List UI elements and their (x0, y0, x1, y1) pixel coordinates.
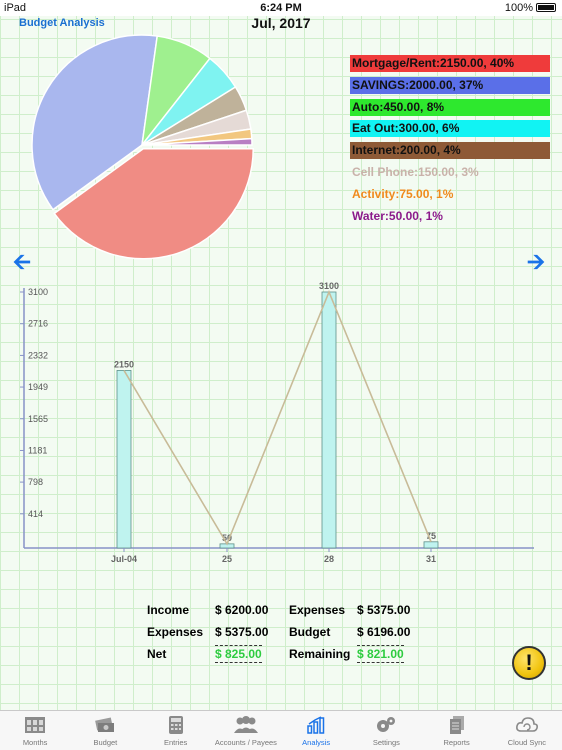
legend-item: Mortgage/Rent:2150.00, 40% (350, 55, 550, 72)
gears-icon (351, 714, 421, 736)
legend-item: Internet:200.00, 4% (350, 142, 550, 160)
net-value: $ 825.00 (215, 645, 262, 663)
status-bar: iPad 6:24 PM 100% (0, 0, 562, 16)
tab-budget[interactable]: Budget (70, 711, 140, 750)
y-tick-label: 1181 (28, 445, 47, 455)
tab-label: Cloud Sync (507, 738, 547, 747)
budget-label: Budget (289, 625, 331, 639)
tab-bar: Months Budget Entries Accounts / Payees Anal… (0, 710, 562, 750)
y-tick-label: 2332 (28, 350, 48, 360)
pie-slice-savings (31, 34, 159, 211)
legend-item: Cell Phone:150.00, 3% (352, 164, 479, 179)
summary-panel: Income $ 6200.00 Expenses $ 5375.00 Expe… (0, 600, 562, 670)
tab-label: Reports (443, 738, 470, 747)
expenses-label: Expenses (289, 603, 346, 617)
tab-settings[interactable]: Settings (351, 711, 421, 750)
bar-jul-04 (116, 370, 132, 549)
battery-percent: 100% (504, 2, 533, 14)
tab-label: Months (22, 738, 48, 747)
bar-28 (321, 291, 337, 549)
legend-item: Water:50.00, 1% (352, 208, 443, 223)
x-tick-label: 28 (324, 554, 334, 564)
tab-months[interactable]: Months (0, 711, 70, 750)
daily-expense-bar-chart: 414 798 1181 1565 1949 2332 2716 3100 2150 Jul-04… (20, 281, 534, 564)
device-label: iPad (4, 2, 27, 14)
pie-slice-water (141, 137, 253, 146)
clock: 6:24 PM (260, 2, 302, 14)
x-tick-label: 31 (426, 554, 436, 564)
documents-icon (422, 714, 492, 736)
people-icon (211, 714, 281, 736)
month-title: Jul, 2017 (251, 15, 311, 31)
expense-pie-chart (31, 34, 254, 260)
net-label: Net (147, 647, 167, 661)
app-title: Budget Analysis (19, 17, 105, 29)
y-tick-label: 798 (28, 477, 43, 487)
pie-legend: Mortgage/Rent:2150.00, 40% SAVINGS:2000.0… (350, 55, 550, 229)
battery-indicator: 100% (505, 2, 556, 14)
legend-item: Activity:75.00, 1% (352, 186, 454, 201)
expenses-value: $ 5375.00 (357, 603, 411, 617)
bar-value-label: 50 (222, 533, 232, 543)
tab-reports[interactable]: Reports (422, 711, 492, 750)
cloud-sync-icon (492, 714, 562, 736)
calculator-icon (141, 714, 211, 736)
next-month-button[interactable]: 🡪 (527, 251, 545, 273)
tab-analysis[interactable]: Analysis (281, 711, 351, 750)
pie-slice-mortgage-rent (53, 148, 254, 260)
y-tick-label: 414 (28, 509, 43, 519)
tab-cloud-sync[interactable]: Cloud Sync (492, 711, 562, 750)
legend-item: Auto:450.00, 8% (350, 98, 550, 116)
remaining-label: Remaining (289, 647, 351, 661)
previous-month-button[interactable]: 🡨 (13, 251, 31, 273)
bar-value-label: 2150 (114, 359, 134, 369)
expenses-label-2: Expenses (147, 625, 204, 639)
bar-value-label: 75 (426, 531, 436, 541)
tab-label: Settings (372, 738, 400, 747)
bar-31 (423, 541, 439, 549)
arrow-left-icon: 🡨 (13, 249, 31, 274)
x-tick-label: 25 (222, 554, 232, 564)
arrow-right-icon: 🡪 (527, 249, 545, 274)
expenses-value-2: $ 5375.00 (215, 625, 269, 639)
remaining-value: $ 821.00 (357, 645, 404, 663)
trend-line (123, 289, 432, 546)
y-tick-label: 1949 (28, 382, 48, 392)
calendar-grid-icon (0, 714, 70, 736)
exclamation-icon: ! (525, 650, 533, 675)
income-value: $ 6200.00 (215, 603, 269, 617)
y-tick-label: 2716 (28, 319, 48, 329)
tab-label: Accounts / Payees (214, 738, 277, 747)
tab-label: Analysis (302, 738, 331, 747)
warning-button[interactable]: ! (512, 646, 546, 680)
bar-value-label: 3100 (319, 281, 339, 291)
battery-icon (536, 3, 556, 12)
income-label: Income (147, 603, 190, 617)
legend-item: SAVINGS:2000.00, 37% (350, 76, 550, 94)
bar-chart-icon (281, 714, 351, 736)
money-stack-icon (70, 714, 140, 736)
tab-label: Entries (163, 738, 188, 747)
budget-value: $ 6196.00 (357, 625, 411, 639)
legend-item: Eat Out:300.00, 6% (350, 120, 550, 138)
tab-entries[interactable]: Entries (141, 711, 211, 750)
x-tick-label: Jul-04 (111, 554, 137, 564)
tab-label: Budget (93, 738, 118, 747)
y-tick-label: 3100 (28, 287, 48, 297)
y-tick-label: 1565 (28, 414, 48, 424)
tab-accounts-payees[interactable]: Accounts / Payees (211, 711, 281, 750)
